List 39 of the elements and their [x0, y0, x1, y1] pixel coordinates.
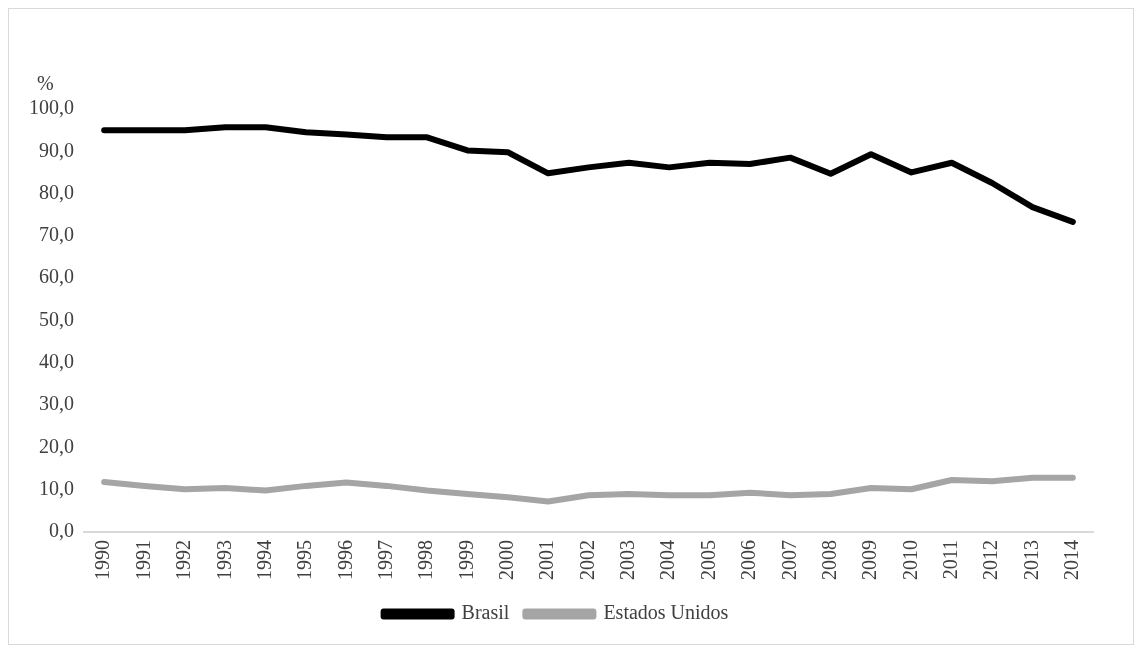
x-tick-label: 2007 [777, 540, 800, 580]
legend-label: Brasil [461, 601, 510, 624]
x-tick-label: 2010 [898, 540, 921, 580]
x-tick-label: 1999 [454, 540, 477, 580]
x-tick-label: 2001 [535, 540, 558, 580]
y-tick-label: 40,0 [39, 350, 74, 373]
x-tick-label: 1995 [293, 540, 316, 580]
y-tick-label: 100,0 [29, 96, 74, 119]
x-tick-label: 1998 [414, 540, 437, 580]
y-tick-label: 80,0 [39, 180, 74, 203]
x-tick-label: 1997 [373, 540, 396, 580]
x-tick-label: 2005 [696, 540, 719, 580]
x-tick-label: 2011 [938, 540, 961, 580]
x-tick-label: 2006 [737, 540, 760, 580]
x-tick-label: 2004 [656, 540, 679, 580]
x-tick-label: 2009 [858, 540, 881, 580]
x-tick-label: 2014 [1060, 540, 1083, 580]
y-tick-label: 20,0 [39, 434, 74, 457]
y-tick-label: 90,0 [39, 138, 74, 161]
x-tick-label: 1992 [172, 540, 195, 580]
x-tick-label: 1990 [91, 540, 114, 580]
legend-label: Estados Unidos [603, 601, 729, 624]
y-tick-label: 10,0 [39, 476, 74, 499]
x-tick-label: 2000 [495, 540, 518, 580]
y-tick-label: 60,0 [39, 265, 74, 288]
x-tick-label: 2012 [979, 540, 1002, 580]
x-tick-label: 2008 [817, 540, 840, 580]
x-tick-label: 1996 [333, 540, 356, 580]
x-tick-label: 1994 [252, 540, 275, 580]
x-tick-label: 2013 [1019, 540, 1042, 580]
y-tick-label: 50,0 [39, 307, 74, 330]
x-tick-label: 1991 [131, 540, 154, 580]
x-tick-label: 2003 [616, 540, 639, 580]
y-tick-label: 30,0 [39, 392, 74, 415]
y-axis-title: % [37, 72, 54, 95]
y-tick-label: 70,0 [39, 223, 74, 246]
x-tick-label: 1993 [212, 540, 235, 580]
y-tick-label: 0,0 [49, 519, 74, 542]
x-tick-label: 2002 [575, 540, 598, 580]
